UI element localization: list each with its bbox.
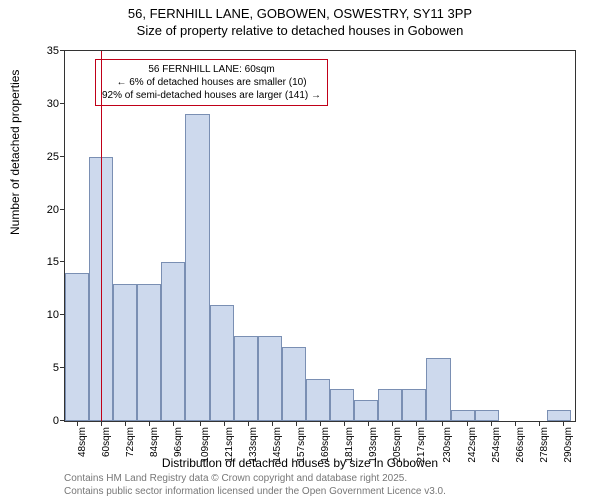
annotation-box: 56 FERNHILL LANE: 60sqm ← 6% of detached… bbox=[95, 59, 328, 106]
x-tick-label: 96sqm bbox=[173, 427, 184, 457]
histogram-bar bbox=[282, 347, 306, 421]
y-tick-label: 0 bbox=[53, 415, 59, 427]
y-tick-mark bbox=[60, 50, 65, 51]
x-tick-mark bbox=[491, 421, 492, 426]
y-tick-mark bbox=[60, 261, 65, 262]
annotation-line-1: 56 FERNHILL LANE: 60sqm bbox=[102, 63, 321, 76]
histogram-bar bbox=[451, 410, 475, 421]
histogram-bar bbox=[234, 336, 258, 421]
x-tick-mark bbox=[344, 421, 345, 426]
y-tick-label: 35 bbox=[47, 45, 59, 57]
x-tick-label: 72sqm bbox=[125, 427, 136, 457]
x-tick-mark bbox=[467, 421, 468, 426]
x-tick-mark bbox=[368, 421, 369, 426]
y-tick-mark bbox=[60, 156, 65, 157]
plot-area: 56 FERNHILL LANE: 60sqm ← 6% of detached… bbox=[64, 50, 576, 422]
title-line-1: 56, FERNHILL LANE, GOBOWEN, OSWESTRY, SY… bbox=[0, 6, 600, 21]
histogram-bar bbox=[426, 358, 450, 421]
y-tick-mark bbox=[60, 103, 65, 104]
x-tick-mark bbox=[77, 421, 78, 426]
y-tick-label: 10 bbox=[47, 309, 59, 321]
x-tick-mark bbox=[320, 421, 321, 426]
x-tick-mark bbox=[539, 421, 540, 426]
footer-line-1: Contains HM Land Registry data © Crown c… bbox=[64, 472, 446, 485]
y-tick-label: 5 bbox=[53, 362, 59, 374]
x-tick-mark bbox=[101, 421, 102, 426]
histogram-bar bbox=[113, 284, 137, 421]
y-tick-label: 30 bbox=[47, 98, 59, 110]
histogram-bar bbox=[137, 284, 161, 421]
y-tick-label: 20 bbox=[47, 204, 59, 216]
histogram-bar bbox=[210, 305, 234, 421]
annotation-line-3: 92% of semi-detached houses are larger (… bbox=[102, 89, 321, 102]
x-tick-mark bbox=[515, 421, 516, 426]
histogram-bar bbox=[475, 410, 499, 421]
x-tick-mark bbox=[296, 421, 297, 426]
reference-line bbox=[101, 51, 102, 421]
y-axis-label: Number of detached properties bbox=[8, 70, 22, 235]
x-tick-mark bbox=[272, 421, 273, 426]
histogram-bar bbox=[258, 336, 282, 421]
x-tick-mark bbox=[248, 421, 249, 426]
title-block: 56, FERNHILL LANE, GOBOWEN, OSWESTRY, SY… bbox=[0, 0, 600, 38]
y-tick-label: 15 bbox=[47, 256, 59, 268]
x-tick-label: 84sqm bbox=[149, 427, 160, 457]
x-tick-mark bbox=[442, 421, 443, 426]
y-tick-label: 25 bbox=[47, 151, 59, 163]
histogram-bar bbox=[354, 400, 378, 421]
annotation-line-2: ← 6% of detached houses are smaller (10) bbox=[102, 76, 321, 89]
x-axis-label: Distribution of detached houses by size … bbox=[0, 456, 600, 470]
histogram-bar bbox=[330, 389, 354, 421]
x-tick-mark bbox=[563, 421, 564, 426]
x-tick-mark bbox=[416, 421, 417, 426]
histogram-bar bbox=[547, 410, 571, 421]
x-tick-mark bbox=[200, 421, 201, 426]
title-line-2: Size of property relative to detached ho… bbox=[0, 23, 600, 38]
histogram-bar bbox=[161, 262, 185, 421]
x-tick-label: 60sqm bbox=[101, 427, 112, 457]
x-tick-label: 48sqm bbox=[77, 427, 88, 457]
x-tick-mark bbox=[125, 421, 126, 426]
footer-line-2: Contains public sector information licen… bbox=[64, 485, 446, 498]
footer-attribution: Contains HM Land Registry data © Crown c… bbox=[64, 472, 446, 498]
x-tick-mark bbox=[224, 421, 225, 426]
histogram-bar bbox=[185, 114, 209, 421]
x-tick-mark bbox=[392, 421, 393, 426]
x-tick-mark bbox=[149, 421, 150, 426]
x-tick-mark bbox=[173, 421, 174, 426]
chart-container: 56, FERNHILL LANE, GOBOWEN, OSWESTRY, SY… bbox=[0, 0, 600, 500]
histogram-bar bbox=[402, 389, 426, 421]
histogram-bar bbox=[306, 379, 330, 421]
histogram-bar bbox=[65, 273, 89, 421]
y-tick-mark bbox=[60, 209, 65, 210]
histogram-bar bbox=[378, 389, 402, 421]
